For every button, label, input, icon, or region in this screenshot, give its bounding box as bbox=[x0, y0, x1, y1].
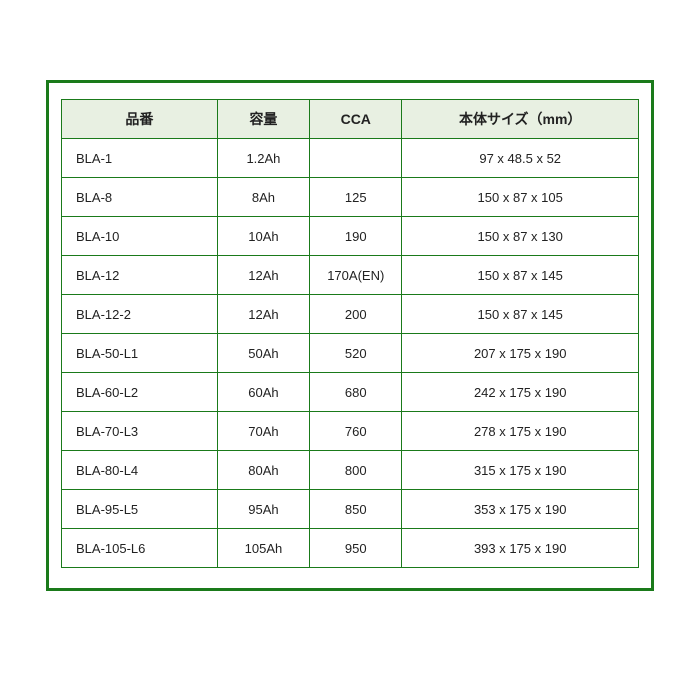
cell-cca: 800 bbox=[310, 451, 402, 490]
cell-cca: 950 bbox=[310, 529, 402, 568]
cell-cca: 680 bbox=[310, 373, 402, 412]
cell-capacity: 95Ah bbox=[217, 490, 309, 529]
cell-partno: BLA-12 bbox=[62, 256, 218, 295]
cell-partno: BLA-70-L3 bbox=[62, 412, 218, 451]
cell-size: 353 x 175 x 190 bbox=[402, 490, 639, 529]
cell-capacity: 12Ah bbox=[217, 295, 309, 334]
cell-capacity: 1.2Ah bbox=[217, 139, 309, 178]
cell-cca: 760 bbox=[310, 412, 402, 451]
table-header-row: 品番 容量 CCA 本体サイズ（mm） bbox=[62, 100, 639, 139]
cell-partno: BLA-50-L1 bbox=[62, 334, 218, 373]
table-body: BLA-1 1.2Ah 97 x 48.5 x 52 BLA-8 8Ah 125… bbox=[62, 139, 639, 568]
cell-partno: BLA-95-L5 bbox=[62, 490, 218, 529]
cell-cca bbox=[310, 139, 402, 178]
cell-capacity: 80Ah bbox=[217, 451, 309, 490]
table-row: BLA-50-L1 50Ah 520 207 x 175 x 190 bbox=[62, 334, 639, 373]
cell-capacity: 10Ah bbox=[217, 217, 309, 256]
cell-capacity: 105Ah bbox=[217, 529, 309, 568]
cell-cca: 190 bbox=[310, 217, 402, 256]
cell-partno: BLA-80-L4 bbox=[62, 451, 218, 490]
cell-size: 150 x 87 x 130 bbox=[402, 217, 639, 256]
cell-partno: BLA-10 bbox=[62, 217, 218, 256]
table-row: BLA-1 1.2Ah 97 x 48.5 x 52 bbox=[62, 139, 639, 178]
cell-capacity: 60Ah bbox=[217, 373, 309, 412]
cell-size: 207 x 175 x 190 bbox=[402, 334, 639, 373]
table-row: BLA-60-L2 60Ah 680 242 x 175 x 190 bbox=[62, 373, 639, 412]
cell-cca: 125 bbox=[310, 178, 402, 217]
battery-spec-table: 品番 容量 CCA 本体サイズ（mm） BLA-1 1.2Ah 97 x 48.… bbox=[61, 99, 639, 568]
table-row: BLA-95-L5 95Ah 850 353 x 175 x 190 bbox=[62, 490, 639, 529]
col-header-partno: 品番 bbox=[62, 100, 218, 139]
cell-size: 315 x 175 x 190 bbox=[402, 451, 639, 490]
table-row: BLA-80-L4 80Ah 800 315 x 175 x 190 bbox=[62, 451, 639, 490]
col-header-size: 本体サイズ（mm） bbox=[402, 100, 639, 139]
col-header-capacity: 容量 bbox=[217, 100, 309, 139]
cell-size: 150 x 87 x 145 bbox=[402, 256, 639, 295]
cell-partno: BLA-60-L2 bbox=[62, 373, 218, 412]
cell-capacity: 8Ah bbox=[217, 178, 309, 217]
cell-size: 278 x 175 x 190 bbox=[402, 412, 639, 451]
table-row: BLA-105-L6 105Ah 950 393 x 175 x 190 bbox=[62, 529, 639, 568]
table-row: BLA-12 12Ah 170A(EN) 150 x 87 x 145 bbox=[62, 256, 639, 295]
table-row: BLA-8 8Ah 125 150 x 87 x 105 bbox=[62, 178, 639, 217]
col-header-cca: CCA bbox=[310, 100, 402, 139]
cell-cca: 520 bbox=[310, 334, 402, 373]
cell-size: 97 x 48.5 x 52 bbox=[402, 139, 639, 178]
cell-cca: 850 bbox=[310, 490, 402, 529]
cell-capacity: 50Ah bbox=[217, 334, 309, 373]
cell-size: 242 x 175 x 190 bbox=[402, 373, 639, 412]
cell-capacity: 12Ah bbox=[217, 256, 309, 295]
table-row: BLA-10 10Ah 190 150 x 87 x 130 bbox=[62, 217, 639, 256]
cell-size: 150 x 87 x 145 bbox=[402, 295, 639, 334]
cell-cca: 170A(EN) bbox=[310, 256, 402, 295]
table-frame: 品番 容量 CCA 本体サイズ（mm） BLA-1 1.2Ah 97 x 48.… bbox=[46, 80, 654, 591]
cell-partno: BLA-105-L6 bbox=[62, 529, 218, 568]
table-row: BLA-12-2 12Ah 200 150 x 87 x 145 bbox=[62, 295, 639, 334]
cell-size: 150 x 87 x 105 bbox=[402, 178, 639, 217]
cell-capacity: 70Ah bbox=[217, 412, 309, 451]
cell-partno: BLA-8 bbox=[62, 178, 218, 217]
cell-size: 393 x 175 x 190 bbox=[402, 529, 639, 568]
table-row: BLA-70-L3 70Ah 760 278 x 175 x 190 bbox=[62, 412, 639, 451]
cell-partno: BLA-1 bbox=[62, 139, 218, 178]
cell-cca: 200 bbox=[310, 295, 402, 334]
cell-partno: BLA-12-2 bbox=[62, 295, 218, 334]
